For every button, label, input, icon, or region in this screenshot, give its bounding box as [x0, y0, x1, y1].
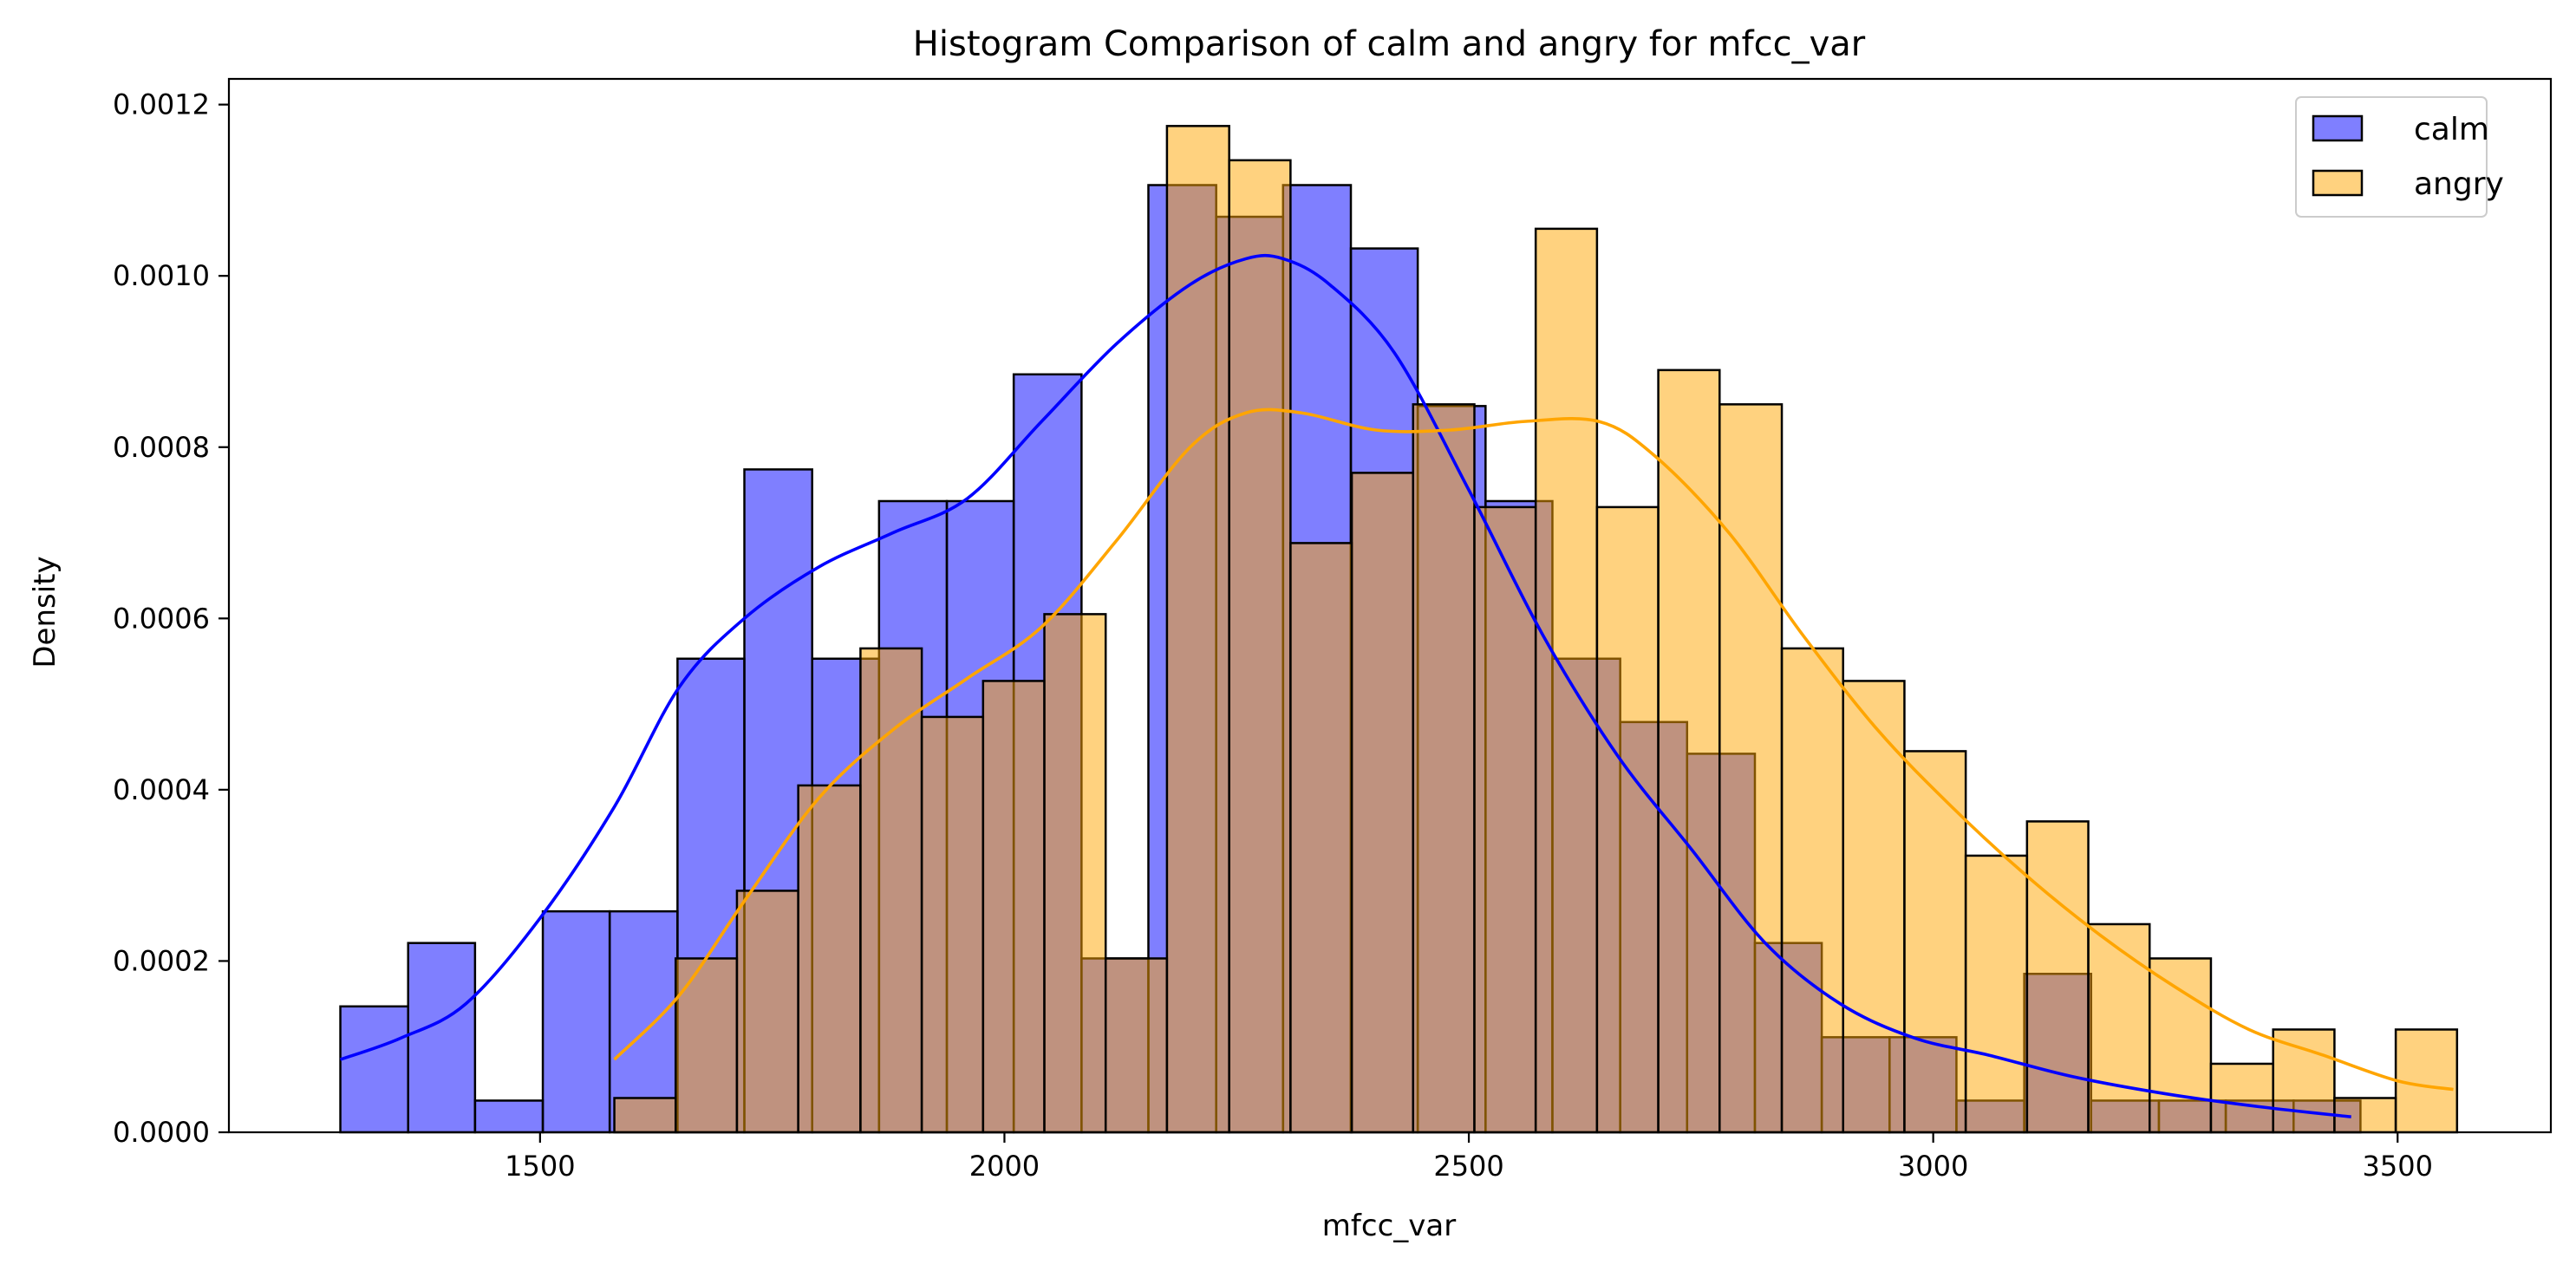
y-tick-label: 0.0002 [113, 944, 210, 977]
bar-angry [1657, 368, 1721, 1134]
bar-angry [1228, 159, 1292, 1134]
bar-angry [1473, 505, 1537, 1134]
bar-angry [674, 957, 739, 1134]
bar-calm [541, 909, 611, 1134]
bar-angry [2272, 1028, 2336, 1134]
bar-angry [920, 715, 985, 1134]
x-tick-label: 1500 [505, 1150, 575, 1183]
bar-angry [613, 1097, 677, 1134]
plot-area [339, 125, 2459, 1134]
x-tick-label: 3000 [1898, 1150, 1968, 1183]
legend: calm angry [2295, 96, 2504, 218]
bar-angry [1780, 647, 1844, 1134]
bar-angry [1350, 472, 1415, 1134]
x-tick-label: 2500 [1433, 1150, 1503, 1183]
bar-angry [1534, 227, 1599, 1134]
x-tick-label: 2000 [969, 1150, 1040, 1183]
legend-swatch-calm [2312, 114, 2364, 142]
bar-angry [2209, 1062, 2274, 1134]
bar-angry [1289, 542, 1353, 1134]
bar-calm [473, 1099, 545, 1134]
bar-angry [1043, 613, 1107, 1134]
bar-angry [981, 680, 1046, 1134]
bar-angry [1964, 854, 2029, 1134]
legend-label-angry: angry [2414, 166, 2504, 202]
chart-title: Histogram Comparison of calm and angry f… [913, 24, 1866, 64]
y-tick-label: 0.0012 [113, 88, 210, 121]
y-tick-label: 0.0004 [113, 773, 210, 806]
bar-angry [2148, 957, 2213, 1134]
axes-frame [227, 77, 2553, 1134]
bar-angry [1104, 957, 1169, 1134]
x-tick-label: 3500 [2363, 1150, 2433, 1183]
bar-angry [797, 784, 862, 1134]
x-axis: 1500 2000 2500 3000 3500 [505, 1132, 2433, 1183]
bar-angry [2394, 1028, 2459, 1134]
bar-angry [1842, 680, 1906, 1134]
y-tick-label: 0.0000 [113, 1116, 210, 1149]
bar-angry [2025, 820, 2090, 1134]
bar-angry [1903, 750, 1967, 1134]
x-axis-title: mfcc_var [1322, 1209, 1456, 1243]
series-angry-bars [613, 125, 2459, 1134]
bar-angry [859, 647, 923, 1134]
bar-calm [339, 1005, 409, 1134]
y-axis-title: Density [28, 556, 62, 668]
bar-angry [1165, 125, 1230, 1134]
bar-angry [1718, 403, 1784, 1134]
bar-angry [1412, 403, 1476, 1134]
bar-calm [407, 942, 477, 1134]
bar-angry [735, 890, 799, 1134]
legend-label-calm: calm [2414, 112, 2489, 147]
y-axis: 0.0000 0.0002 0.0004 0.0006 0.0008 0.0010 0.00… [113, 88, 229, 1149]
y-tick-label: 0.0008 [113, 431, 210, 464]
series-angry-kde-line [613, 407, 2454, 1092]
bar-angry [1595, 505, 1660, 1134]
legend-swatch-angry [2312, 169, 2364, 197]
series-calm-kde-line [339, 253, 2351, 1119]
bar-angry [2087, 922, 2151, 1134]
y-tick-label: 0.0010 [113, 259, 210, 292]
y-tick-label: 0.0006 [113, 602, 210, 635]
